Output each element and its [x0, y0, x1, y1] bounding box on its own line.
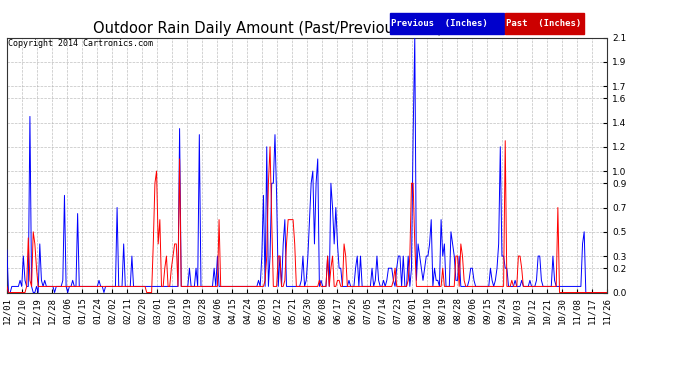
- Text: Past  (Inches): Past (Inches): [506, 19, 582, 28]
- Text: Previous  (Inches): Previous (Inches): [391, 19, 488, 28]
- Text: Copyright 2014 Cartronics.com: Copyright 2014 Cartronics.com: [8, 39, 153, 48]
- Title: Outdoor Rain Daily Amount (Past/Previous Year) 20141201: Outdoor Rain Daily Amount (Past/Previous…: [92, 21, 522, 36]
